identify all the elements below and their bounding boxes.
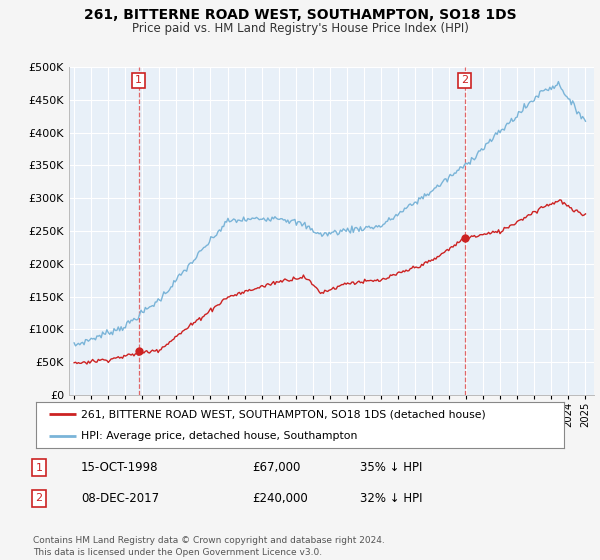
Text: 1: 1 xyxy=(35,463,43,473)
Text: 32% ↓ HPI: 32% ↓ HPI xyxy=(360,492,422,505)
Text: £67,000: £67,000 xyxy=(252,461,301,474)
Text: 2: 2 xyxy=(35,493,43,503)
Text: £240,000: £240,000 xyxy=(252,492,308,505)
Text: 1: 1 xyxy=(135,75,142,85)
Text: 35% ↓ HPI: 35% ↓ HPI xyxy=(360,461,422,474)
Text: Contains HM Land Registry data © Crown copyright and database right 2024.
This d: Contains HM Land Registry data © Crown c… xyxy=(33,536,385,557)
Text: 08-DEC-2017: 08-DEC-2017 xyxy=(81,492,159,505)
Text: 2: 2 xyxy=(461,75,469,85)
Text: 15-OCT-1998: 15-OCT-1998 xyxy=(81,461,158,474)
Text: Price paid vs. HM Land Registry's House Price Index (HPI): Price paid vs. HM Land Registry's House … xyxy=(131,22,469,35)
Text: 261, BITTERNE ROAD WEST, SOUTHAMPTON, SO18 1DS (detached house): 261, BITTERNE ROAD WEST, SOUTHAMPTON, SO… xyxy=(81,409,485,419)
Text: 261, BITTERNE ROAD WEST, SOUTHAMPTON, SO18 1DS: 261, BITTERNE ROAD WEST, SOUTHAMPTON, SO… xyxy=(83,8,517,22)
Text: HPI: Average price, detached house, Southampton: HPI: Average price, detached house, Sout… xyxy=(81,431,357,441)
